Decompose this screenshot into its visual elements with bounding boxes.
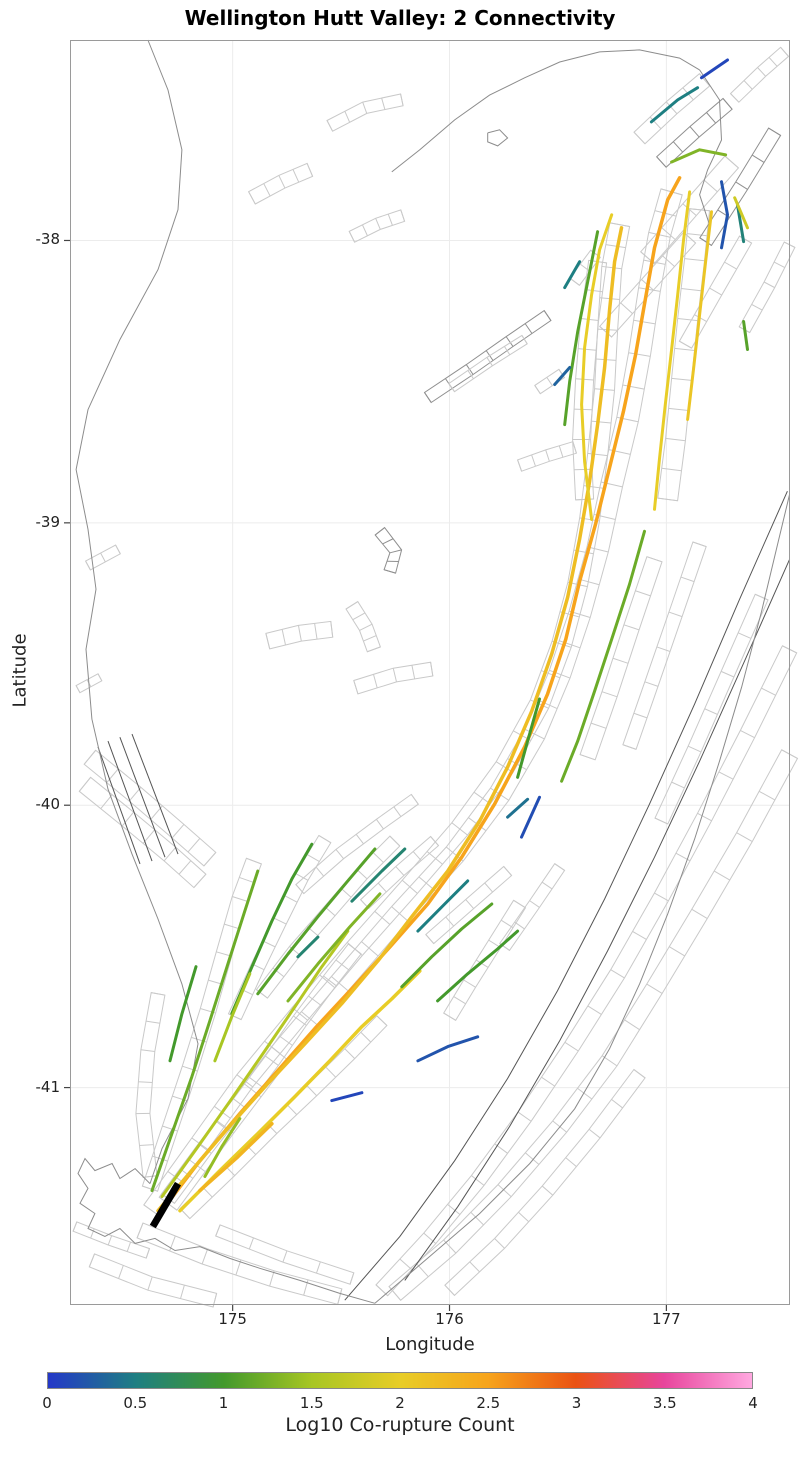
figure-title: Wellington Hutt Valley: 2 Connectivity bbox=[184, 6, 616, 30]
y-tick-label: -39 bbox=[35, 512, 61, 531]
colorbar-tick-label: 2.5 bbox=[476, 1394, 501, 1412]
y-tick-label: -38 bbox=[35, 230, 61, 249]
colorbar-tick-label: 0.5 bbox=[123, 1394, 148, 1412]
x-axis-label: Longitude bbox=[385, 1334, 475, 1355]
colorbar-gradient bbox=[47, 1372, 753, 1389]
y-tick-label: -41 bbox=[35, 1077, 61, 1096]
y-tick-label: -40 bbox=[35, 795, 61, 814]
y-axis-label: Latitude bbox=[9, 633, 31, 708]
colorbar-tick-label: 1 bbox=[218, 1394, 229, 1412]
x-tick-label: 175 bbox=[218, 1310, 247, 1328]
x-tick-label: 177 bbox=[652, 1310, 681, 1328]
map-plot bbox=[64, 39, 799, 1311]
colorbar-tick-label: 3 bbox=[571, 1394, 582, 1412]
colorbar-tick-label: 1.5 bbox=[299, 1394, 324, 1412]
colorbar-tick-label: 0 bbox=[42, 1394, 52, 1412]
colorbar-label: Log10 Co-rupture Count bbox=[285, 1414, 515, 1436]
colorbar-tick-label: 3.5 bbox=[652, 1394, 677, 1412]
x-tick-label: 176 bbox=[435, 1310, 464, 1328]
colorbar-tick-label: 4 bbox=[748, 1394, 758, 1412]
colorbar-tick-label: 2 bbox=[395, 1394, 405, 1412]
